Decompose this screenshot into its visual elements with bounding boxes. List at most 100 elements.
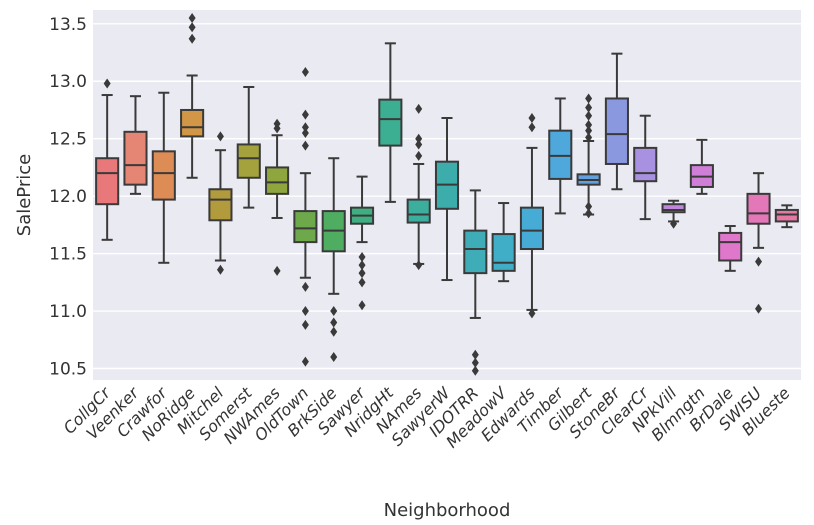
outlier-point — [415, 139, 423, 150]
box-BrkSide — [321, 157, 346, 363]
box-NAmes — [406, 103, 431, 271]
x-tick-labels: CollgCrVeenkerCrawforNoRidgeMitchelSomer… — [60, 382, 794, 451]
y-tick-label: 13.0 — [49, 72, 87, 92]
outlier-point — [415, 133, 423, 144]
y-tick-label: 11.0 — [49, 302, 87, 322]
box-Blueste — [774, 204, 799, 229]
outlier-point — [301, 140, 309, 151]
box-iqr — [661, 203, 686, 214]
box-iqr — [293, 210, 318, 244]
box-Timber — [548, 97, 573, 215]
outlier-point — [273, 265, 281, 276]
outlier-point — [301, 122, 309, 133]
y-tick-label: 10.5 — [49, 360, 87, 380]
box-NWAmes — [265, 118, 290, 276]
outlier-point — [330, 326, 338, 337]
outlier-point — [755, 256, 763, 267]
box-MeadowV — [491, 202, 516, 283]
box-iqr — [378, 98, 403, 147]
outlier-point — [358, 300, 366, 311]
outlier-point — [358, 252, 366, 263]
outlier-point — [585, 119, 593, 130]
box-ClearCr — [633, 114, 658, 221]
outlier-point — [585, 125, 593, 136]
outlier-point — [330, 352, 338, 363]
box-iqr — [236, 143, 261, 179]
box-iqr — [491, 233, 516, 272]
outlier-point — [585, 201, 593, 212]
outlier-point — [301, 306, 309, 317]
box-IDOTRR — [463, 189, 488, 376]
outlier-point — [585, 102, 593, 113]
box-iqr — [633, 146, 658, 183]
box-iqr — [519, 206, 545, 251]
y-tick-label: 13.5 — [49, 15, 87, 35]
outlier-point — [188, 33, 196, 44]
y-axis-label: SalePrice — [14, 154, 35, 236]
outlier-point — [188, 22, 196, 33]
outlier-point — [585, 132, 593, 143]
outlier-point — [585, 93, 593, 104]
box-iqr — [208, 188, 233, 222]
outlier-point — [188, 13, 196, 24]
box-SawyerW — [434, 117, 460, 282]
y-tick-label: 12.5 — [49, 130, 87, 150]
outlier-point — [471, 365, 479, 376]
outlier-point — [415, 150, 423, 161]
box-BrDale — [718, 225, 743, 272]
outlier-point — [471, 357, 479, 368]
outlier-point — [301, 356, 309, 367]
box-iqr — [180, 108, 205, 138]
box-iqr — [746, 192, 771, 225]
outlier-point — [330, 317, 338, 328]
y-tick-label: 11.5 — [49, 245, 87, 265]
box-iqr — [604, 97, 629, 165]
outlier-point — [103, 78, 111, 89]
box-iqr — [151, 150, 176, 201]
outlier-point — [471, 349, 479, 360]
box-StoneBr — [604, 52, 629, 191]
box-iqr — [463, 229, 488, 275]
box-Blmngtn — [689, 138, 714, 195]
outlier-point — [585, 110, 593, 121]
outlier-point — [670, 218, 678, 229]
box-OldTown — [293, 67, 318, 367]
outlier-point — [301, 319, 309, 330]
outlier-point — [358, 277, 366, 288]
box-iqr — [718, 231, 743, 262]
box-iqr — [774, 208, 799, 223]
outlier-point — [358, 268, 366, 279]
box-NridgHt — [378, 42, 403, 203]
box-NPkVill — [661, 199, 686, 229]
outlier-point — [528, 122, 536, 133]
box-NoRidge — [180, 13, 205, 179]
box-iqr — [123, 130, 148, 186]
box-iqr — [265, 166, 290, 195]
outlier-point — [330, 306, 338, 317]
y-tick-labels: 10.5 11.0 11.5 12.0 12.5 13.0 13.5 — [49, 15, 87, 380]
outlier-point — [301, 127, 309, 138]
box-iqr — [95, 157, 120, 206]
box-SWISU — [746, 172, 771, 314]
outlier-point — [216, 131, 224, 142]
box-Crawfor — [151, 91, 176, 264]
outlier-point — [301, 109, 309, 120]
outlier-point — [358, 260, 366, 271]
box-Edwards — [519, 113, 545, 319]
outlier-point — [528, 113, 536, 124]
boxes-group — [95, 13, 799, 376]
outlier-point — [415, 103, 423, 114]
x-axis-label: Neighborhood — [384, 500, 511, 521]
outlier-point — [301, 281, 309, 292]
box-Somerst — [236, 85, 261, 209]
box-Veenker — [123, 95, 148, 195]
box-CollgCr — [95, 78, 120, 241]
outlier-point — [415, 260, 423, 271]
outlier-point — [216, 264, 224, 275]
outlier-point — [528, 308, 536, 319]
outlier-point — [585, 208, 593, 219]
box-iqr — [406, 198, 431, 224]
y-tick-label: 12.0 — [49, 187, 87, 207]
box-iqr — [548, 129, 573, 180]
